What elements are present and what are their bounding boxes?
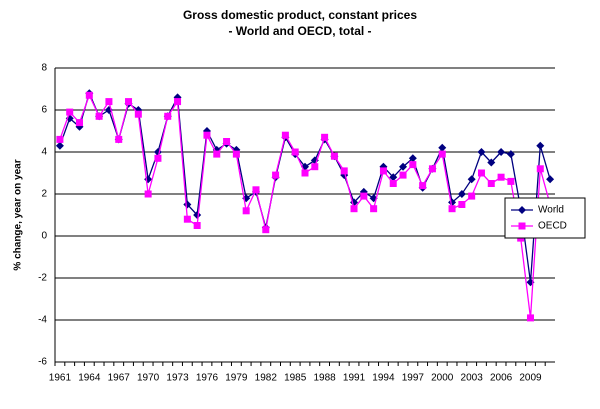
data-point	[154, 154, 162, 162]
x-tick-label: 2009	[519, 373, 542, 384]
x-tick-label: 1991	[343, 373, 366, 384]
y-tick-label: 6	[41, 105, 47, 116]
data-point	[467, 175, 476, 184]
data-point	[95, 112, 103, 120]
data-point	[66, 108, 74, 116]
data-point	[183, 215, 191, 223]
series-line	[59, 91, 551, 283]
data-point	[360, 192, 368, 200]
legend-box	[504, 197, 586, 239]
x-tick-label: 1997	[402, 373, 425, 384]
data-point	[291, 148, 299, 156]
x-tick-label: 1982	[255, 373, 278, 384]
data-point	[379, 167, 387, 175]
data-point	[477, 169, 485, 177]
data-point	[536, 165, 544, 173]
y-tick-label: 0	[41, 231, 47, 242]
data-point	[281, 131, 289, 139]
x-tick-label: 1979	[225, 373, 248, 384]
data-point	[144, 190, 152, 198]
data-point	[497, 148, 506, 156]
data-point	[134, 110, 142, 118]
data-point	[497, 173, 505, 181]
data-point	[321, 133, 329, 141]
x-tick-label: 1970	[137, 373, 160, 384]
x-tick-label: 1973	[166, 373, 189, 384]
data-point	[105, 98, 113, 106]
data-point	[457, 190, 466, 198]
data-point	[389, 180, 397, 187]
data-point	[272, 171, 280, 179]
data-point	[507, 177, 515, 185]
data-point	[487, 158, 496, 167]
data-point	[477, 148, 486, 156]
data-point	[408, 154, 417, 163]
data-point	[242, 207, 250, 215]
data-point	[428, 165, 436, 173]
x-tick-label: 1985	[284, 373, 307, 384]
y-tick-label: -4	[38, 315, 47, 326]
data-point	[526, 314, 534, 322]
y-tick-label: 2	[41, 189, 47, 200]
y-tick-label: 4	[41, 147, 47, 158]
data-point	[340, 167, 348, 175]
data-point	[546, 175, 555, 184]
data-point	[213, 150, 221, 158]
data-point	[311, 163, 319, 171]
legend-label: World	[538, 205, 564, 216]
data-point	[409, 161, 417, 169]
legend: World OECD	[504, 197, 586, 239]
data-point	[448, 205, 456, 213]
data-point	[262, 226, 270, 234]
y-tick-label: -6	[38, 357, 47, 368]
data-point	[370, 205, 378, 213]
data-point	[232, 150, 240, 158]
data-point	[164, 112, 172, 120]
data-point	[193, 222, 201, 229]
data-point	[55, 141, 64, 150]
data-point	[203, 131, 211, 139]
data-point	[223, 138, 231, 145]
data-point	[399, 171, 407, 179]
y-axis-label: % change, year on year	[13, 159, 24, 270]
y-tick-label: -2	[38, 273, 47, 284]
legend-marker	[518, 222, 526, 230]
x-tick-label: 1976	[196, 373, 219, 384]
x-tick-label: 1964	[78, 373, 101, 384]
x-tick-label: 2003	[461, 373, 484, 384]
data-point	[252, 186, 260, 194]
x-tick-label: 2000	[431, 373, 454, 384]
data-point	[76, 119, 84, 127]
data-point	[458, 201, 466, 208]
data-point	[350, 205, 358, 213]
chart-subtitle: - World and OECD, total -	[228, 24, 371, 38]
data-point	[419, 182, 427, 190]
data-point	[115, 135, 123, 143]
data-point	[125, 98, 133, 106]
y-tick-label: 8	[41, 63, 47, 74]
data-point	[330, 152, 338, 160]
data-point	[438, 143, 447, 152]
legend-label: OECD	[538, 221, 567, 232]
legend-marker	[518, 206, 526, 214]
data-point	[487, 180, 495, 187]
data-point	[438, 150, 446, 158]
data-point	[536, 141, 545, 150]
x-tick-label: 2006	[490, 373, 513, 384]
x-tick-label: 1988	[313, 373, 336, 384]
x-tick-label: 1961	[49, 373, 72, 384]
data-point	[399, 162, 408, 171]
data-point	[85, 91, 93, 99]
series-line	[59, 93, 551, 318]
data-point	[301, 169, 309, 177]
data-point	[174, 98, 182, 106]
x-tick-label: 1994	[372, 373, 395, 384]
data-point	[506, 150, 515, 159]
data-point	[468, 192, 476, 200]
data-point	[56, 135, 64, 143]
data-point	[389, 173, 398, 182]
chart-title: Gross domestic product, constant prices	[183, 8, 417, 22]
x-tick-label: 1967	[108, 373, 131, 384]
